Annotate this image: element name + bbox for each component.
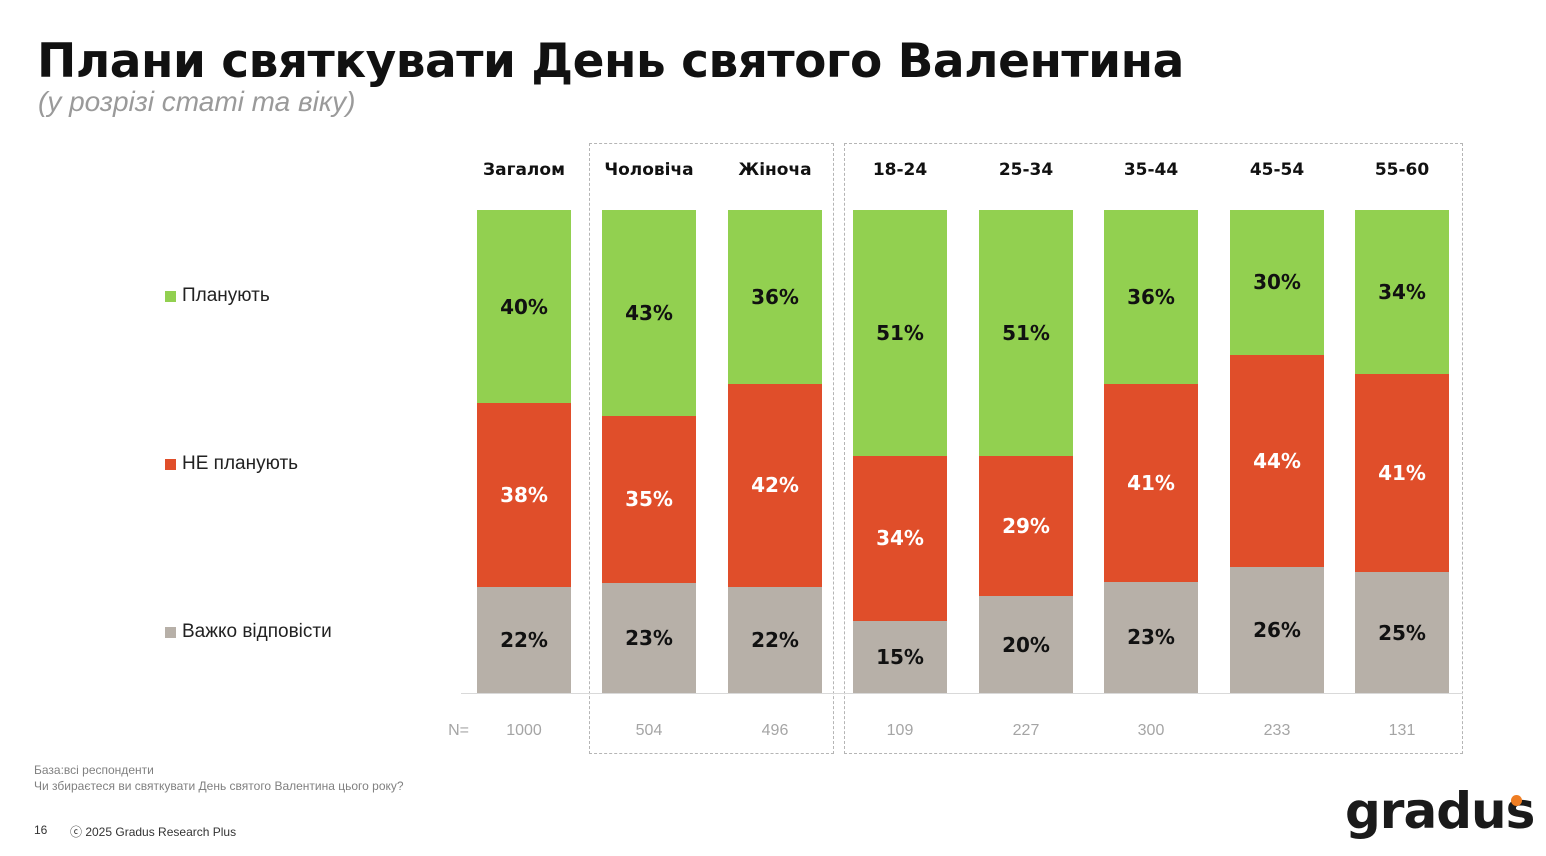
data-label: 51% <box>876 321 924 346</box>
copyright: ⓒ 2025 Gradus Research Plus <box>70 825 237 839</box>
legend-item-hard: Важко відповісти <box>165 621 332 643</box>
data-label: 30% <box>1253 270 1301 295</box>
bar-segment <box>1355 374 1449 573</box>
data-label: 42% <box>751 473 799 498</box>
bar-segment <box>602 210 696 416</box>
category-label: 35-44 <box>1123 160 1179 180</box>
data-label: 26% <box>1253 618 1301 643</box>
legend-item-plan: Планують <box>165 285 270 307</box>
data-label: 41% <box>1378 461 1426 486</box>
legend-swatch <box>165 290 176 302</box>
data-label: 41% <box>1127 470 1175 495</box>
bar-segment <box>1104 383 1198 582</box>
question-note: Чи збираєтеся ви святкувати День святого… <box>34 779 404 793</box>
n-value: 496 <box>761 722 789 739</box>
data-label: 36% <box>751 284 799 309</box>
n-label: N= <box>448 722 469 739</box>
bar-segment <box>1230 210 1324 355</box>
data-label: 20% <box>1002 632 1050 657</box>
bar-segment <box>853 456 947 621</box>
data-label: 22% <box>500 627 548 652</box>
bar-segment <box>477 403 571 587</box>
data-label: 29% <box>1002 514 1050 539</box>
gender-group-frame <box>589 143 834 754</box>
bar-segment <box>853 210 947 457</box>
data-label: 44% <box>1253 449 1301 474</box>
category-label: 45-54 <box>1249 160 1305 180</box>
data-label: 22% <box>751 627 799 652</box>
legend-swatch <box>165 458 176 470</box>
n-value: 1000 <box>506 722 542 739</box>
legend-label: Планують <box>182 285 270 306</box>
category-label: Чоловіча <box>604 160 694 180</box>
x-axis-line <box>461 693 1463 694</box>
legend-label: НЕ планують <box>182 453 299 474</box>
bar-segment <box>1355 210 1449 375</box>
bar-segment <box>602 415 696 583</box>
data-label: 40% <box>500 294 548 319</box>
category-label: Жіноча <box>738 160 812 180</box>
n-value: 233 <box>1263 722 1291 739</box>
data-label: 38% <box>500 482 548 507</box>
bar-segment <box>602 583 696 693</box>
legend-swatch <box>165 626 176 638</box>
n-value: 504 <box>635 722 663 739</box>
bar-segment <box>853 620 947 693</box>
data-label: 25% <box>1378 620 1426 645</box>
bar-segment <box>477 210 571 404</box>
n-value: 109 <box>886 722 914 739</box>
data-label: 43% <box>625 300 673 325</box>
data-label: 36% <box>1127 284 1175 309</box>
legend-label: Важко відповісти <box>182 621 332 642</box>
category-label: 55-60 <box>1374 160 1430 180</box>
n-value: 227 <box>1012 722 1040 739</box>
n-value: 300 <box>1137 722 1165 739</box>
bar-segment <box>1355 572 1449 693</box>
bar-segment <box>1104 581 1198 693</box>
page-title: Плани святкувати День святого Валентина <box>37 34 1184 89</box>
bar-segment <box>979 210 1073 457</box>
bar-segment <box>1104 210 1198 384</box>
data-label: 34% <box>876 526 924 551</box>
bar-segment <box>1230 354 1324 568</box>
bar-segment <box>1230 567 1324 693</box>
bar-segment <box>728 586 822 693</box>
bar-segment <box>728 210 822 384</box>
age-group-frame <box>844 143 1463 754</box>
category-label: 25-34 <box>998 160 1054 180</box>
category-label: 18-24 <box>872 160 928 180</box>
bar-segment <box>477 586 571 693</box>
data-label: 23% <box>1127 625 1175 650</box>
bar-segment <box>728 383 822 587</box>
base-note: База:всі респонденти <box>34 763 154 777</box>
data-label: 35% <box>625 487 673 512</box>
bar-segment <box>979 596 1073 693</box>
data-label: 23% <box>625 626 673 650</box>
bar-segment <box>979 456 1073 597</box>
page-subtitle: (у розрізі статі та віку) <box>38 86 356 117</box>
data-label: 51% <box>1002 321 1050 346</box>
data-label: 15% <box>876 644 924 669</box>
logo-dot <box>1511 795 1522 806</box>
data-label: 34% <box>1378 280 1426 305</box>
n-value: 131 <box>1388 722 1416 739</box>
page-number: 16 <box>34 823 48 837</box>
category-label: Загалом <box>483 160 565 180</box>
gradus-logo: gradus <box>1345 782 1535 840</box>
legend-item-not-plan: НЕ планують <box>165 453 298 475</box>
